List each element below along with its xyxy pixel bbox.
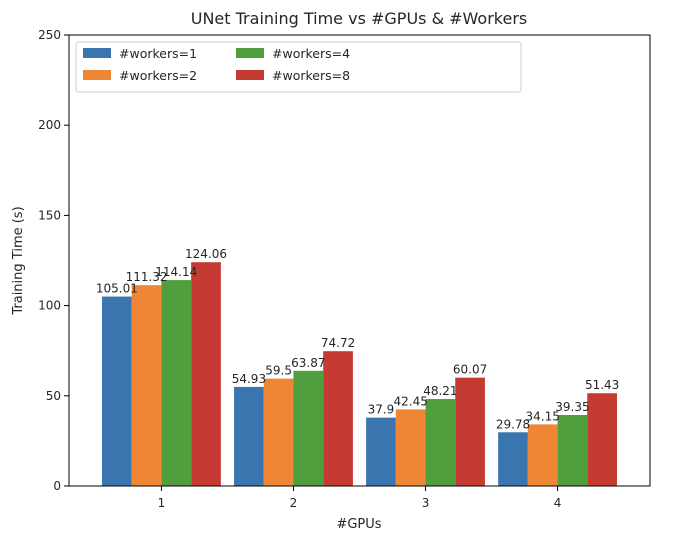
bar-value-label: 105.01 — [96, 282, 138, 296]
legend-swatch — [83, 48, 111, 58]
plot-frame — [68, 34, 651, 487]
legend-label: #workers=1 — [119, 46, 197, 61]
bar-value-label: 60.07 — [453, 363, 487, 377]
bar-value-label: 37.9 — [368, 403, 395, 417]
legend-label: #workers=8 — [272, 68, 350, 83]
chart-title: UNet Training Time vs #GPUs & #Workers — [191, 9, 528, 28]
bar — [234, 386, 264, 486]
x-tick-label: 4 — [554, 496, 562, 510]
y-tick-label: 0 — [53, 479, 61, 493]
bar — [102, 296, 132, 486]
bar-value-label: 59.5 — [265, 364, 292, 378]
x-axis-label: #GPUs — [336, 517, 381, 532]
bar-value-label: 39.35 — [555, 400, 589, 414]
bar-value-label: 111.32 — [126, 270, 168, 284]
y-tick-label: 100 — [38, 299, 61, 313]
legend-swatch — [236, 48, 264, 58]
bar — [425, 399, 456, 486]
legend-label: #workers=4 — [272, 46, 350, 61]
bar-value-label: 34.15 — [526, 409, 560, 423]
bar-value-label: 48.21 — [423, 384, 457, 398]
bar — [323, 351, 353, 486]
bar — [527, 424, 558, 486]
legend-label: #workers=2 — [119, 68, 197, 83]
y-axis: 0 50 100 150 200 250 — [38, 28, 69, 493]
bar — [191, 262, 221, 486]
x-tick-label: 1 — [158, 496, 166, 510]
bar — [455, 377, 485, 486]
x-tick-label: 3 — [422, 496, 430, 510]
bar — [293, 370, 324, 486]
bar — [498, 432, 528, 486]
legend-swatch — [236, 70, 264, 80]
bar-value-label: 54.93 — [232, 372, 266, 386]
bar-value-label: 51.43 — [585, 378, 619, 392]
x-axis: 1 2 3 4 — [158, 486, 562, 510]
bar — [395, 409, 426, 486]
bar-value-label: 124.06 — [185, 247, 227, 261]
bar — [366, 417, 396, 486]
bar-value-label: 29.78 — [496, 417, 530, 431]
bar — [161, 280, 192, 486]
bar — [587, 393, 617, 486]
bar-value-label: 63.87 — [291, 356, 325, 370]
bar-value-label: 114.14 — [155, 265, 197, 279]
y-tick-label: 150 — [38, 208, 61, 222]
bar — [131, 285, 162, 486]
bars-group — [102, 262, 617, 486]
y-tick-label: 50 — [46, 389, 61, 403]
y-axis-label: Training Time (s) — [11, 206, 26, 315]
y-tick-label: 250 — [38, 28, 61, 42]
bar — [263, 378, 294, 486]
legend-box — [75, 41, 522, 93]
y-tick-label: 200 — [38, 118, 61, 132]
x-tick-label: 2 — [290, 496, 298, 510]
legend-swatch — [83, 70, 111, 80]
bar-value-label: 42.45 — [393, 394, 427, 408]
legend: #workers=1 #workers=2 #workers=4 #workers=8 — [75, 41, 522, 93]
bar — [557, 415, 588, 486]
bar-labels-group: 105.01 54.93 37.9 29.78 111.32 59.5 42.45 34.15… — [96, 247, 619, 431]
bar-value-label: 74.72 — [321, 336, 355, 350]
